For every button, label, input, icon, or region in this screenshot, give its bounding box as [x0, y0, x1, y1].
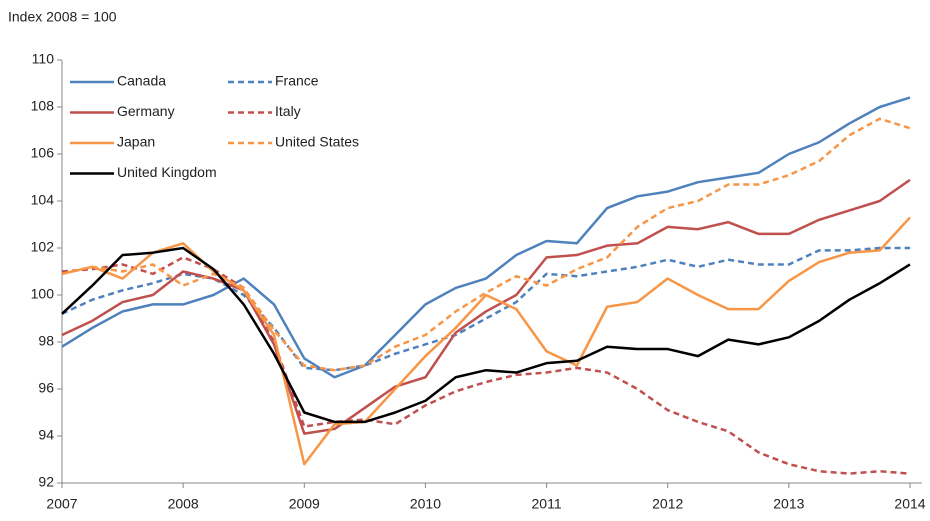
x-tick-label: 2011: [532, 496, 562, 512]
legend-label: France: [275, 73, 319, 89]
legend-label: Germany: [117, 103, 175, 119]
y-tick-label: 100: [31, 286, 55, 302]
series-line: [61, 246, 911, 424]
legend-label: United States: [275, 134, 359, 150]
y-tick-label: 104: [31, 192, 55, 208]
series-line: [61, 96, 911, 379]
y-tick-label: 98: [38, 333, 54, 349]
x-tick-label: 2008: [168, 496, 199, 512]
x-tick-label: 2007: [46, 496, 77, 512]
series-line: [61, 117, 911, 372]
y-tick-label: 102: [31, 239, 55, 255]
x-tick-label: 2013: [773, 496, 804, 512]
x-tick-label: 2009: [289, 496, 320, 512]
series-line: [61, 256, 911, 475]
series-line: [61, 216, 911, 466]
x-tick-label: 2010: [410, 496, 441, 512]
x-tick-label: 2012: [652, 496, 683, 512]
legend-label: Japan: [117, 134, 155, 150]
series-line: [61, 246, 910, 372]
y-tick-label: 110: [32, 51, 55, 67]
legend-label: Canada: [117, 73, 166, 89]
legend-label: United Kingdom: [117, 164, 217, 180]
y-tick-label: 92: [38, 474, 54, 490]
x-tick-label: 2014: [894, 496, 925, 512]
series-line: [61, 178, 911, 435]
legend-label: Italy: [275, 103, 301, 119]
y-tick-label: 106: [31, 145, 55, 161]
y-tick-label: 108: [31, 98, 55, 114]
y-tick-label: 96: [38, 380, 54, 396]
y-axis-label: Index 2008 = 100: [8, 9, 117, 25]
y-tick-label: 94: [38, 427, 54, 443]
